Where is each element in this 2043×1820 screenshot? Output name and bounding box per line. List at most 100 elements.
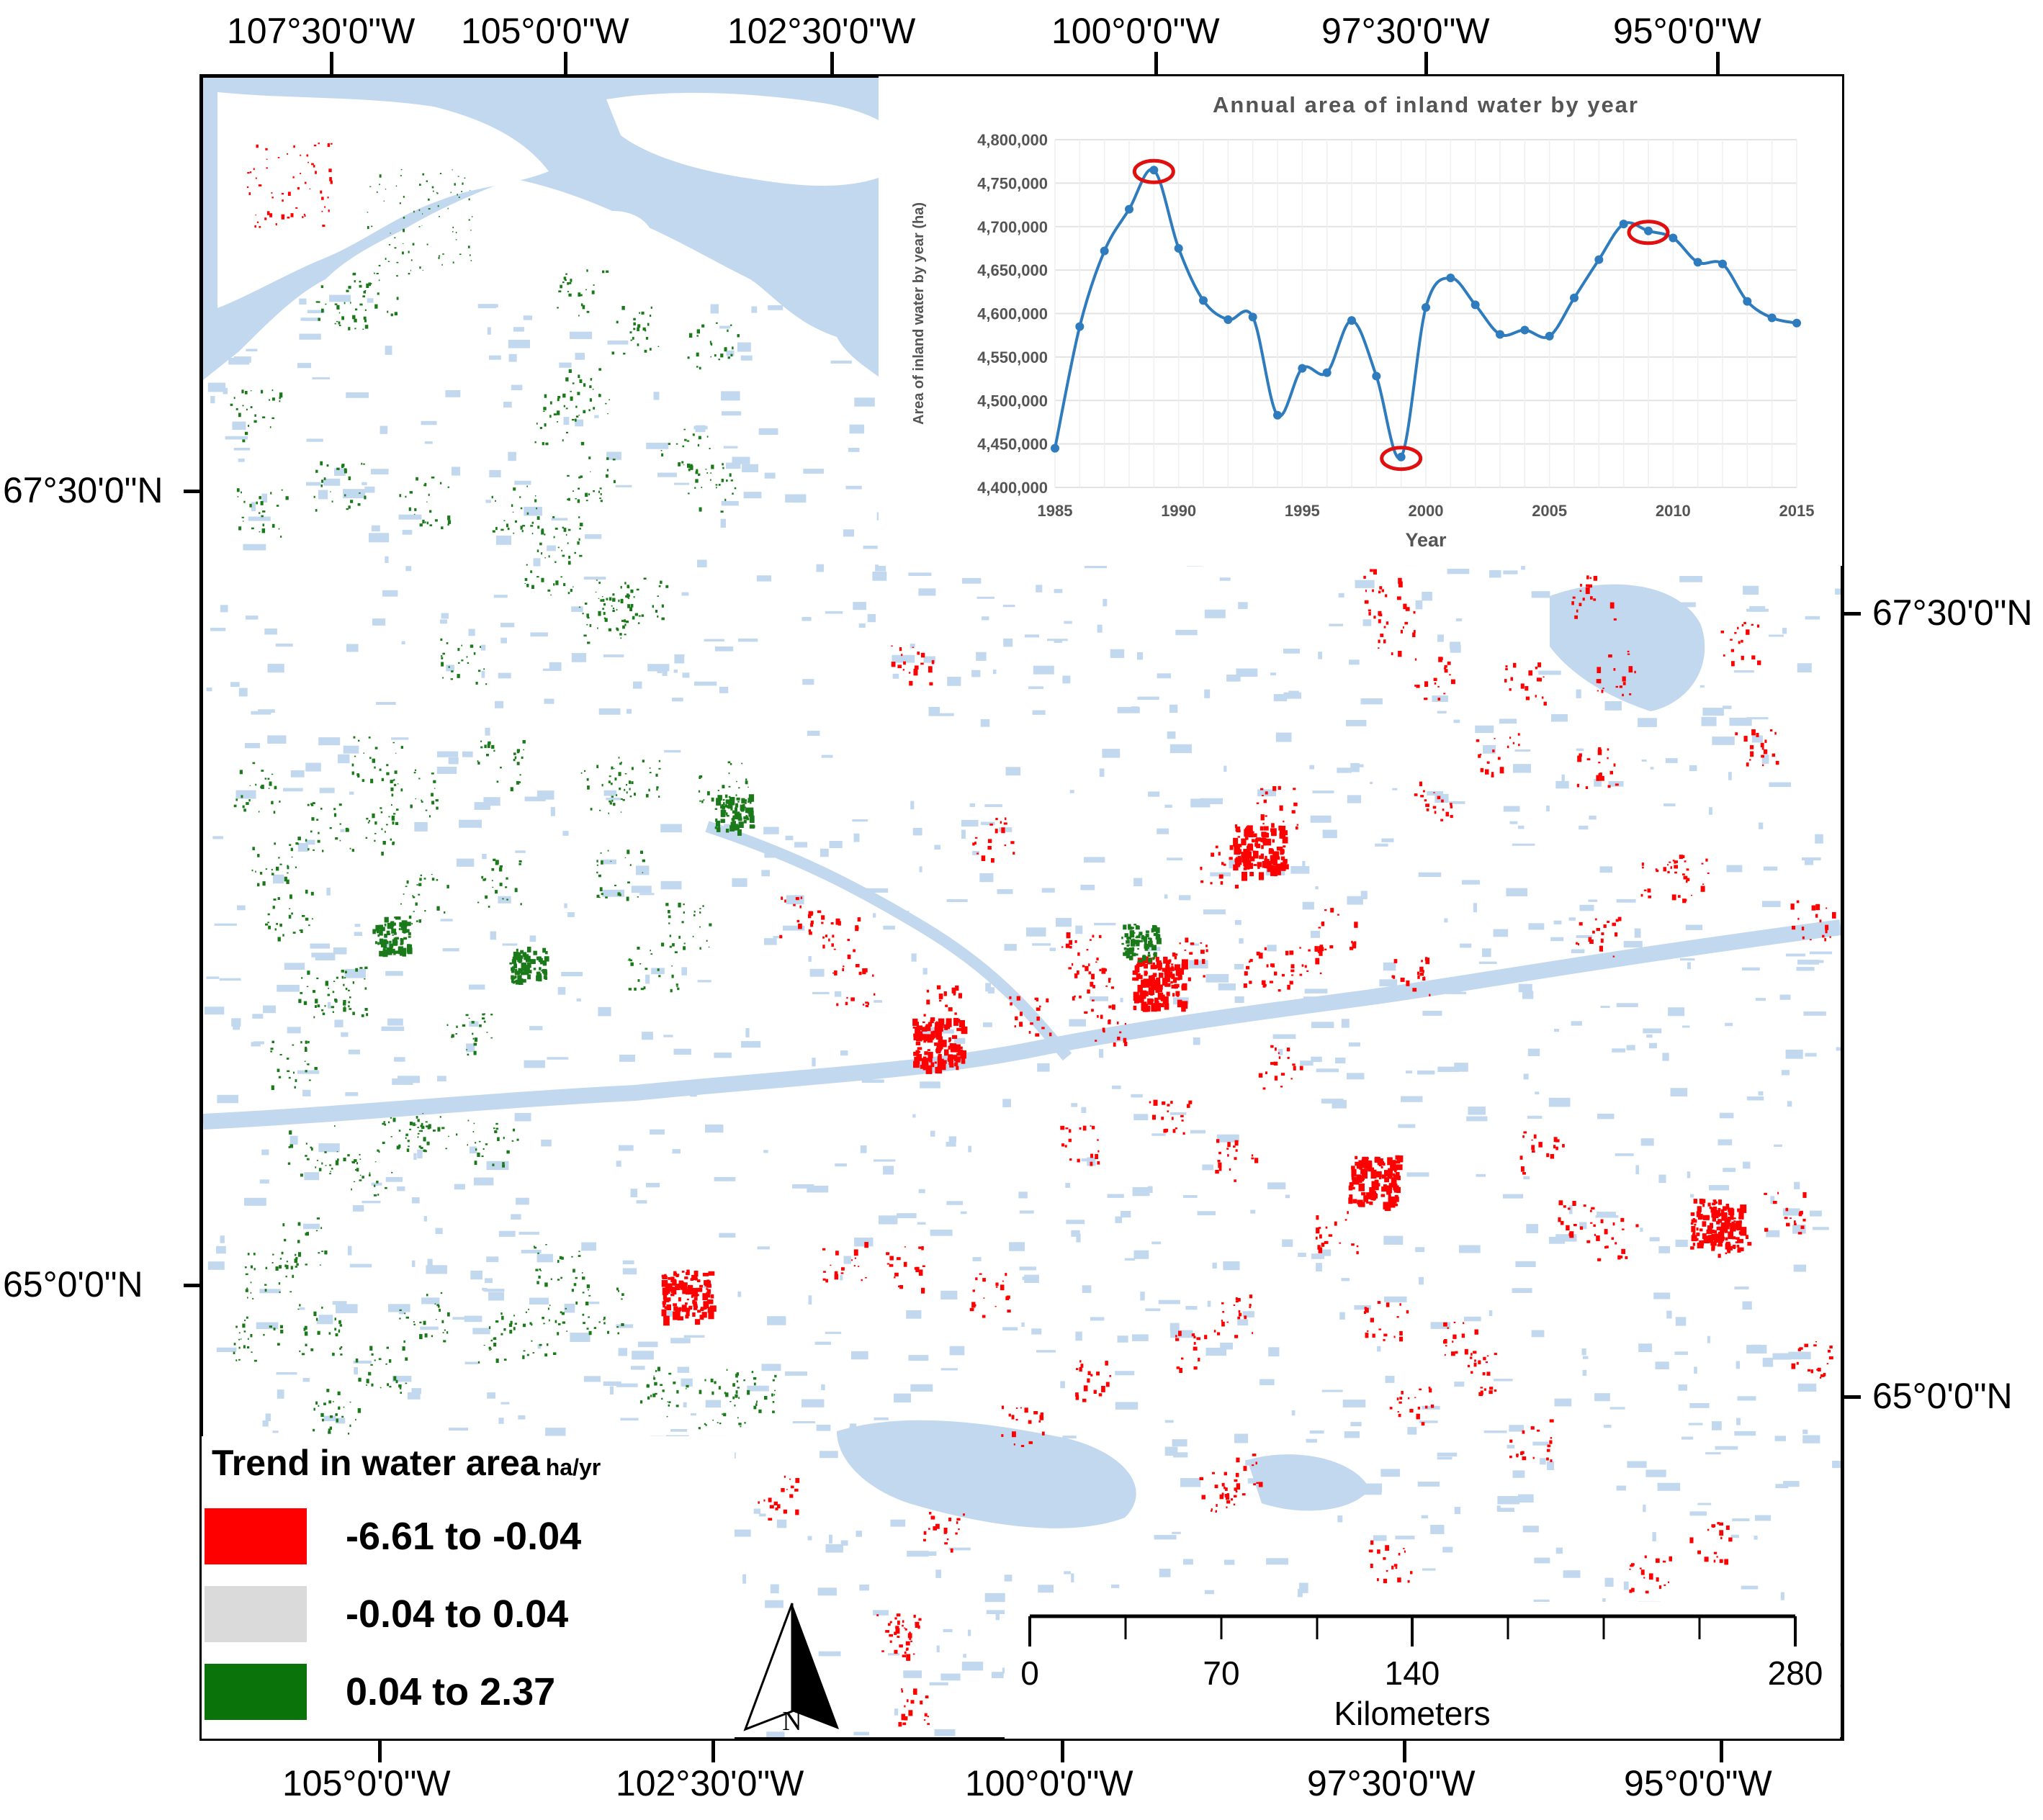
top-longitude-label-5-tick	[1716, 52, 1720, 75]
data-point-1996	[1322, 368, 1332, 377]
data-point-1990	[1174, 243, 1183, 253]
data-point-2013	[1743, 297, 1752, 306]
top-longitude-label-2: 102°30'0"W	[727, 11, 916, 51]
x-tick-label: 1990	[1161, 502, 1196, 520]
top-longitude-label-0-tick	[330, 52, 333, 75]
legend-label-increase: 0.04 to 2.37	[346, 1670, 556, 1713]
legend-label-decrease: -6.61 to -0.04	[346, 1515, 582, 1558]
data-point-2001	[1446, 273, 1455, 282]
data-point-1986	[1075, 322, 1085, 331]
left-latitude-label-0: 67°30'0"N	[3, 470, 163, 510]
top-longitude-label-1-tick	[564, 52, 567, 75]
data-point-2003	[1496, 330, 1504, 339]
scale-label-280: 280	[1767, 1654, 1823, 1692]
bottom-longitude-label-1-tick	[711, 1739, 715, 1762]
x-tick-label: 1985	[1038, 502, 1073, 520]
y-tick-label: 4,400,000	[977, 479, 1048, 497]
bottom-longitude-label-1: 102°30'0"W	[616, 1763, 804, 1803]
data-point-1993	[1248, 312, 1257, 322]
y-tick-label: 4,450,000	[977, 436, 1048, 454]
data-point-1999	[1396, 452, 1406, 461]
legend-label-stable: -0.04 to 0.04	[346, 1592, 569, 1636]
highlight-circle-2009	[1627, 220, 1670, 245]
scale-label-70: 70	[1203, 1654, 1240, 1692]
x-tick-label: 2010	[1656, 502, 1691, 520]
data-point-2002	[1470, 300, 1480, 310]
inset-chart: Annual area of inland water by year 4,400…	[879, 76, 1842, 566]
legend-unit: ha/yr	[545, 1454, 601, 1480]
y-tick-label: 4,650,000	[977, 261, 1048, 279]
bottom-longitude-label-2-tick	[1061, 1739, 1064, 1762]
top-longitude-label-4-tick	[1424, 52, 1428, 75]
bottom-longitude-label-3: 97°30'0"W	[1307, 1763, 1476, 1803]
data-point-1985	[1051, 443, 1059, 453]
bottom-longitude-label-4-tick	[1720, 1739, 1723, 1762]
x-tick-label: 1995	[1285, 502, 1320, 520]
bottom-longitude-label-3-tick	[1403, 1739, 1406, 1762]
top-longitude-label-1: 105°0'0"W	[461, 11, 629, 51]
left-latitude-label-1: 65°0'0"N	[3, 1264, 143, 1305]
bottom-longitude-label-2: 100°0'0"W	[965, 1763, 1133, 1803]
north-arrow-label: N	[782, 1706, 802, 1736]
x-axis-label: Year	[1405, 529, 1447, 551]
scale-label-0: 0	[1020, 1654, 1039, 1692]
data-point-1988	[1125, 204, 1133, 214]
arctic-island	[606, 92, 904, 186]
x-tick-label: 2015	[1779, 502, 1815, 520]
data-point-2015	[1792, 318, 1801, 328]
lake-south-2	[1247, 1454, 1370, 1511]
data-point-1998	[1372, 371, 1381, 381]
right-latitude-label-0-tick	[1844, 612, 1861, 616]
y-tick-label: 4,800,000	[977, 131, 1048, 149]
y-tick-label: 4,600,000	[977, 305, 1048, 323]
data-point-1995	[1298, 364, 1307, 373]
y-tick-label: 4,750,000	[977, 174, 1048, 192]
data-point-1989	[1149, 166, 1159, 175]
right-latitude-label-1-tick	[1844, 1395, 1861, 1399]
x-tick-label: 2000	[1409, 502, 1444, 520]
data-point-2010	[1669, 233, 1678, 243]
chart-title: Annual area of inland water by year	[1213, 92, 1639, 117]
x-tick-label: 2005	[1532, 502, 1567, 520]
data-point-2011	[1693, 258, 1702, 267]
data-point-2007	[1594, 255, 1604, 264]
data-point-2014	[1767, 313, 1777, 323]
top-longitude-label-3: 100°0'0"W	[1051, 11, 1220, 51]
data-point-1994	[1273, 410, 1282, 420]
river-band-2	[705, 821, 1072, 1061]
left-latitude-label-1-tick	[184, 1284, 201, 1287]
top-longitude-label-3-tick	[1154, 52, 1158, 75]
data-point-1997	[1347, 316, 1356, 325]
scale-bar: 0 70 140 280 Kilometers	[1005, 1602, 1840, 1739]
scale-label-140: 140	[1384, 1654, 1440, 1692]
water-area-line-chart: Annual area of inland water by year 4,400…	[911, 92, 1815, 551]
y-tick-label: 4,550,000	[977, 348, 1048, 366]
north-landmass	[217, 92, 549, 308]
y-tick-label: 4,500,000	[977, 392, 1048, 410]
right-latitude-label-0: 67°30'0"N	[1872, 593, 2033, 633]
data-point-1992	[1223, 315, 1233, 324]
top-longitude-label-5: 95°0'0"W	[1613, 11, 1761, 51]
bottom-longitude-label-0: 105°0'0"W	[282, 1763, 451, 1803]
top-longitude-label-2-tick	[830, 52, 834, 75]
bottom-longitude-label-0-tick	[378, 1739, 382, 1762]
small-island	[574, 211, 653, 269]
data-point-2012	[1718, 259, 1727, 269]
y-tick-label: 4,700,000	[977, 218, 1048, 236]
data-point-2008	[1619, 220, 1628, 229]
bottom-longitude-label-4: 95°0'0"W	[1624, 1763, 1772, 1803]
top-longitude-label-0: 107°30'0"W	[227, 11, 416, 51]
left-latitude-label-0-tick	[184, 490, 201, 493]
y-axis-label: Area of inland water by year (ha)	[911, 202, 927, 425]
top-longitude-label-4: 97°30'0"W	[1321, 11, 1490, 51]
lake-south	[837, 1420, 1136, 1528]
data-point-2009	[1644, 226, 1653, 235]
right-latitude-label-1: 65°0'0"N	[1872, 1376, 2013, 1416]
legend: Trend in water area ha/yr -6.61 to -0.04 …	[202, 1436, 839, 1739]
scale-bar-graphic	[1028, 1614, 1797, 1646]
data-point-1991	[1199, 296, 1208, 305]
highlight-circle-1999	[1380, 446, 1423, 472]
scale-unit: Kilometers	[1334, 1695, 1491, 1732]
data-point-1987	[1100, 246, 1109, 256]
legend-title: Trend in water area ha/yr	[212, 1442, 601, 1484]
